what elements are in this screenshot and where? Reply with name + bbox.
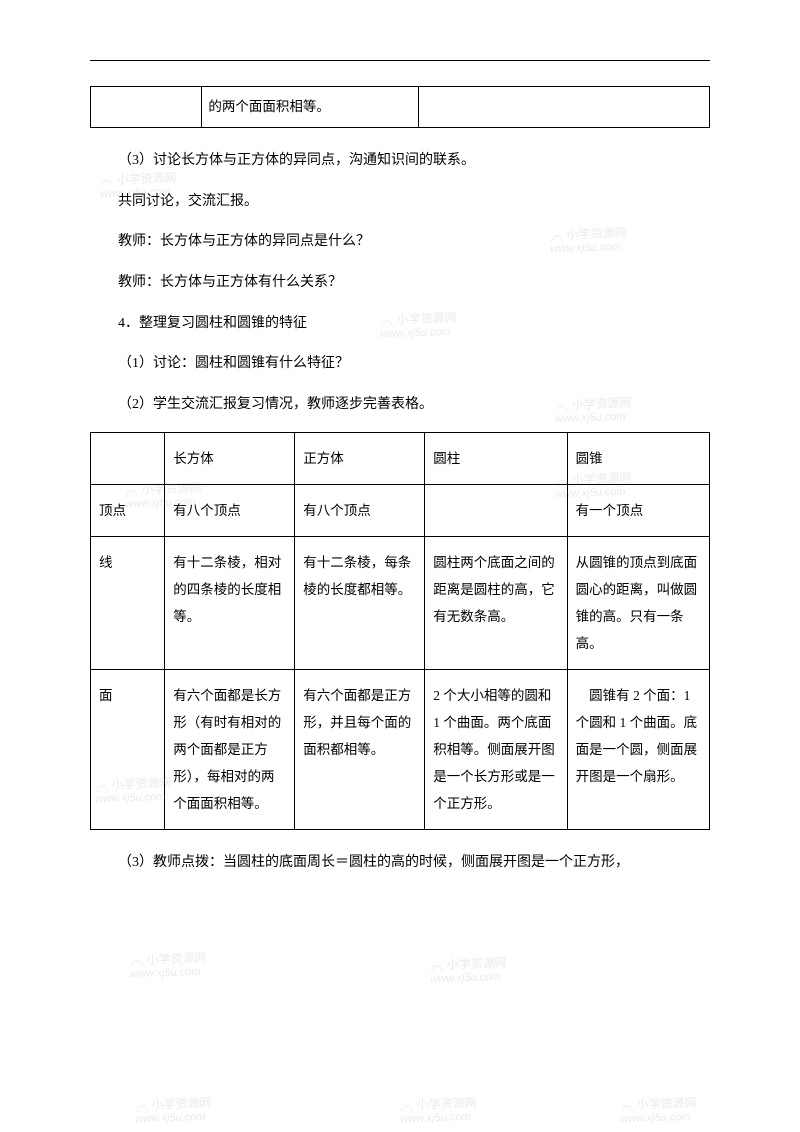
cell: 2 个大小相等的圆和 1 个曲面。两个底面积相等。侧面展开图是一个长方形或是一个… <box>425 670 567 830</box>
cell: 有八个顶点 <box>295 485 425 537</box>
cell: 圆柱两个底面之间的距离是圆柱的高，它有无数条高。 <box>425 537 567 670</box>
table-row: 的两个面面积相等。 <box>91 87 710 128</box>
cell: 有六个面都是正方形，并且每个面的面积都相等。 <box>295 670 425 830</box>
watermark: 小学资源网 www.xj5u.com <box>430 954 508 986</box>
paragraph: 教师：长方体与正方体有什么关系？ <box>90 270 710 297</box>
watermark: 小学资源网 www.xj5u.com <box>135 1094 213 1126</box>
top-cell-b: 的两个面面积相等。 <box>202 87 419 128</box>
table-row: 面 有六个面都是长方形（有时有相对的两个面都是正方形），每相对的两个面面积相等。… <box>91 670 710 830</box>
table-row: 顶点 有八个顶点 有八个顶点 有一个顶点 <box>91 485 710 537</box>
cell: 有一个顶点 <box>567 485 709 537</box>
paragraph: （1）讨论：圆柱和圆锥有什么特征？ <box>90 351 710 378</box>
paragraph: 共同讨论，交流汇报。 <box>90 189 710 216</box>
top-table: 的两个面面积相等。 <box>90 86 710 128</box>
top-cell-a <box>91 87 202 128</box>
cell: 圆锥有 2 个面：1 个圆和 1 个曲面。底面是一个圆，侧面展开图是一个扇形。 <box>567 670 709 830</box>
cell: 有六个面都是长方形（有时有相对的两个面都是正方形），每相对的两个面面积相等。 <box>165 670 295 830</box>
header-cell: 圆锥 <box>567 433 709 485</box>
table-row: 长方体 正方体 圆柱 圆锥 <box>91 433 710 485</box>
cell: 有十二条棱，相对的四条棱的长度相等。 <box>165 537 295 670</box>
row-label: 线 <box>91 537 165 670</box>
header-cell: 长方体 <box>165 433 295 485</box>
header-cell <box>91 433 165 485</box>
cell <box>425 485 567 537</box>
page-container: 的两个面面积相等。 （3）讨论长方体与正方体的异同点，沟通知识间的联系。 共同讨… <box>0 0 800 931</box>
cell: 从圆锥的顶点到底面圆心的距离，叫做圆锥的高。只有一条高。 <box>567 537 709 670</box>
main-table: 长方体 正方体 圆柱 圆锥 顶点 有八个顶点 有八个顶点 有一个顶点 线 有十二… <box>90 432 710 830</box>
cell: 有八个顶点 <box>165 485 295 537</box>
top-cell-c <box>419 87 710 128</box>
table-row: 线 有十二条棱，相对的四条棱的长度相等。 有十二条棱，每条棱的长度都相等。 圆柱… <box>91 537 710 670</box>
paragraph: （3）讨论长方体与正方体的异同点，沟通知识间的联系。 <box>90 148 710 175</box>
paragraph: （3）教师点拨：当圆柱的底面周长＝圆柱的高的时候，侧面展开图是一个正方形， <box>90 850 710 877</box>
watermark: 小学资源网 www.xj5u.com <box>130 949 208 981</box>
watermark: 小学资源网 www.xj5u.com <box>620 1094 698 1126</box>
header-rule <box>90 60 710 61</box>
paragraph: （2）学生交流汇报复习情况，教师逐步完善表格。 <box>90 392 710 419</box>
header-cell: 正方体 <box>295 433 425 485</box>
cell: 有十二条棱，每条棱的长度都相等。 <box>295 537 425 670</box>
header-cell: 圆柱 <box>425 433 567 485</box>
watermark: 小学资源网 www.xj5u.com <box>400 1094 478 1126</box>
row-label: 顶点 <box>91 485 165 537</box>
paragraph: 教师：长方体与正方体的异同点是什么？ <box>90 229 710 256</box>
paragraph: 4．整理复习圆柱和圆锥的特征 <box>90 311 710 338</box>
row-label: 面 <box>91 670 165 830</box>
